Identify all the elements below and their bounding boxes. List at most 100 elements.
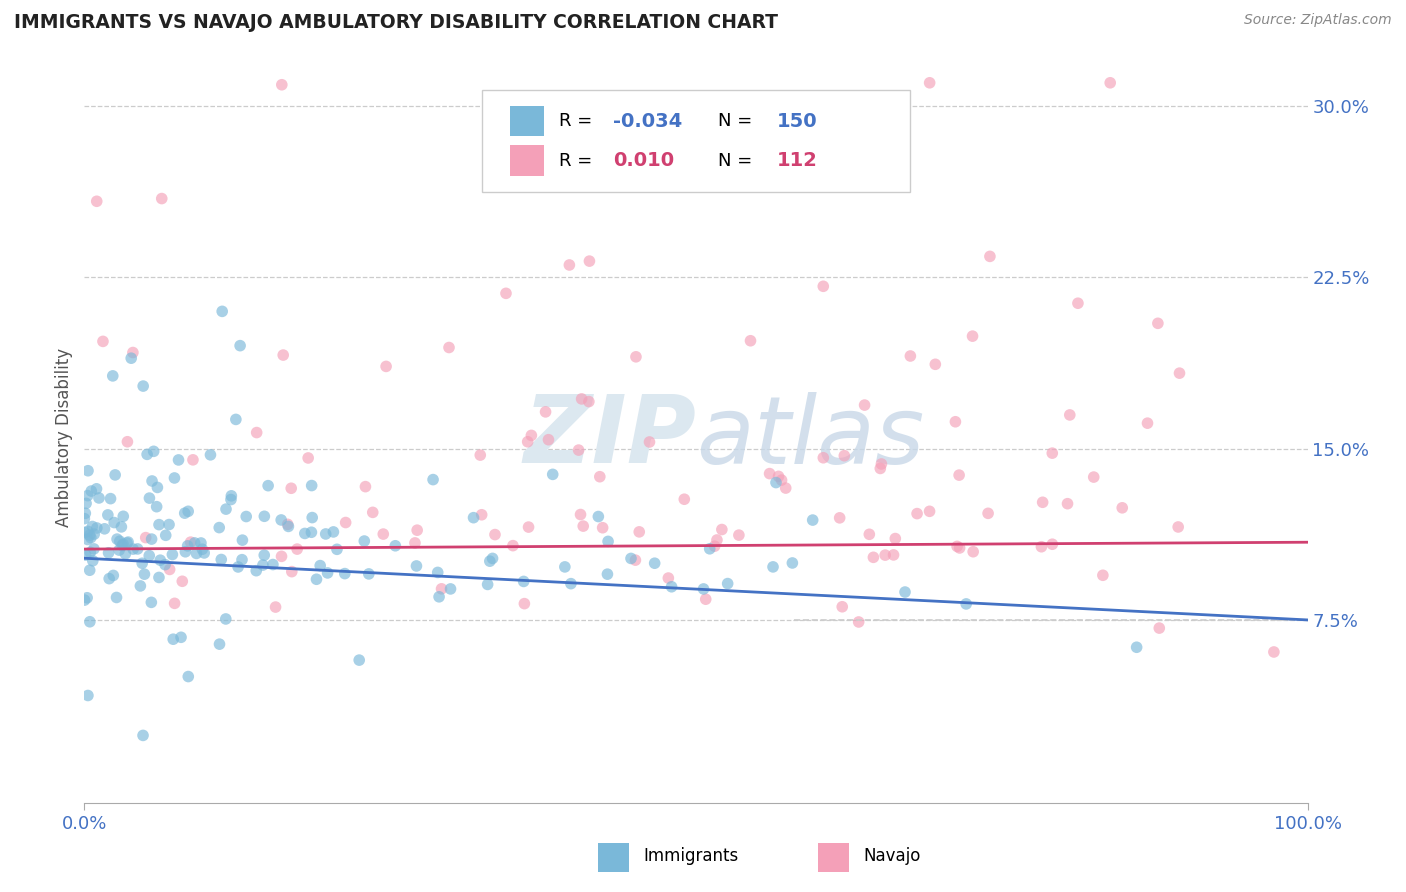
Point — [181, 453, 204, 467]
Point — [946, 540, 969, 554]
Point — [177, 669, 200, 683]
Point — [173, 506, 195, 520]
Point — [136, 447, 159, 461]
Point — [200, 448, 222, 462]
Point — [80, 531, 103, 545]
Text: R =: R = — [560, 152, 598, 169]
Point — [86, 194, 108, 209]
Point — [1263, 645, 1285, 659]
Point — [554, 560, 576, 574]
Point — [375, 359, 398, 374]
Point — [758, 467, 780, 481]
Point — [948, 468, 970, 483]
Point — [628, 524, 651, 539]
Point — [924, 357, 946, 371]
Point — [949, 541, 972, 555]
Point — [155, 528, 177, 542]
Point — [977, 506, 1000, 520]
Point — [592, 521, 614, 535]
Point — [801, 513, 824, 527]
Point — [112, 537, 135, 551]
Point — [294, 526, 316, 541]
Point — [87, 491, 110, 505]
Point — [285, 542, 308, 557]
Point — [193, 546, 215, 560]
Point — [174, 545, 197, 559]
Point — [624, 350, 647, 364]
Point — [76, 524, 98, 539]
Point — [73, 593, 96, 607]
Point — [262, 558, 284, 572]
Point — [884, 532, 907, 546]
Point — [79, 563, 101, 577]
Point — [1067, 296, 1090, 310]
Point — [297, 450, 319, 465]
Text: Source: ZipAtlas.com: Source: ZipAtlas.com — [1244, 13, 1392, 28]
Point — [270, 78, 292, 92]
Point — [347, 653, 370, 667]
Point — [141, 532, 163, 546]
Point — [326, 542, 349, 557]
Point — [115, 536, 138, 550]
Point — [281, 565, 304, 579]
Point — [883, 548, 905, 562]
Text: 150: 150 — [776, 112, 817, 130]
Point — [558, 258, 581, 272]
Point — [211, 304, 233, 318]
Point — [100, 491, 122, 506]
Point — [114, 547, 136, 561]
Point — [1031, 540, 1053, 554]
Point — [853, 398, 876, 412]
Point — [253, 509, 276, 524]
Point — [73, 511, 96, 525]
Point — [97, 546, 120, 560]
Point — [439, 582, 461, 596]
Point — [86, 521, 108, 535]
Point — [246, 425, 269, 440]
Point — [162, 632, 184, 647]
Point — [516, 434, 538, 449]
Point — [353, 534, 375, 549]
Point — [869, 461, 891, 475]
Point — [782, 556, 804, 570]
Point — [471, 508, 494, 522]
Point — [775, 481, 797, 495]
Point — [962, 329, 984, 343]
Point — [225, 412, 247, 426]
Point — [104, 467, 127, 482]
Point — [404, 536, 426, 550]
Point — [146, 480, 169, 494]
Point — [495, 286, 517, 301]
Point — [73, 525, 96, 540]
Point — [127, 541, 149, 556]
Text: atlas: atlas — [696, 392, 924, 483]
Point — [354, 480, 377, 494]
Point — [578, 394, 600, 409]
Point — [148, 570, 170, 584]
Point — [512, 574, 534, 589]
Point — [706, 533, 728, 547]
Point — [98, 572, 121, 586]
Point — [105, 591, 128, 605]
Point — [83, 541, 105, 556]
Point — [502, 539, 524, 553]
Point — [728, 528, 751, 542]
Point — [534, 405, 557, 419]
Point — [76, 533, 98, 547]
Point — [93, 522, 115, 536]
Point — [1083, 470, 1105, 484]
Point — [264, 600, 287, 615]
Point — [430, 582, 453, 596]
Point — [162, 548, 184, 562]
Text: Navajo: Navajo — [863, 847, 921, 865]
Point — [301, 478, 323, 492]
Point — [122, 542, 145, 557]
Text: IMMIGRANTS VS NAVAJO AMBULATORY DISABILITY CORRELATION CHART: IMMIGRANTS VS NAVAJO AMBULATORY DISABILI… — [14, 13, 778, 32]
Point — [253, 548, 276, 562]
Text: N =: N = — [718, 152, 758, 169]
Point — [361, 505, 384, 519]
Point — [80, 483, 103, 498]
Point — [86, 482, 108, 496]
Point — [215, 612, 238, 626]
Point — [589, 469, 612, 483]
